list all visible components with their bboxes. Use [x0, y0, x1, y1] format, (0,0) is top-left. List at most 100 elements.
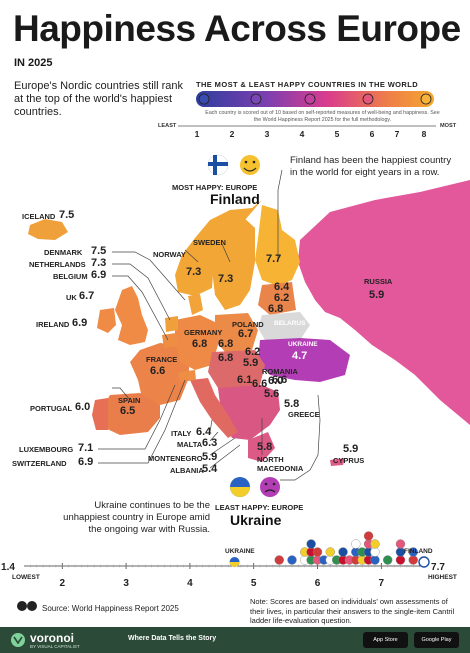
sweden-shape	[212, 214, 255, 310]
axis-country-flag-dot	[274, 555, 284, 565]
ireland-value: 6.9	[72, 317, 88, 329]
axis-flag-cluster	[229, 531, 430, 568]
ukraine-flag-icon	[230, 477, 250, 497]
uk-name: UK	[66, 293, 77, 302]
denmark-shape	[188, 294, 203, 315]
central-europe-shape	[208, 350, 265, 392]
norway-shape	[175, 200, 262, 296]
google-play-button[interactable]: Google Play	[414, 632, 459, 648]
romania-value: 6.0	[268, 375, 284, 387]
most-happy-label: MOST HAPPY: EUROPE	[172, 183, 258, 192]
least-happy-label: LEAST HAPPY: EUROPE	[215, 503, 304, 512]
france-shape	[130, 343, 190, 405]
leader-lines	[98, 169, 321, 481]
note-text: Note: Scores are based on individuals' o…	[250, 597, 455, 625]
germany-name: GERMANY	[184, 328, 223, 337]
axis-country-flag-dot	[363, 531, 374, 541]
legend-most-label: MOST	[440, 123, 457, 129]
axis-high-label: HIGHEST	[428, 574, 457, 581]
ukraine-value: 4.7	[292, 350, 308, 362]
romania-name: ROMANIA	[262, 367, 298, 376]
central-2-value: 6.8	[218, 352, 234, 364]
app-store-button[interactable]: App Store	[363, 632, 408, 648]
axis-tick-label: 6	[314, 578, 321, 589]
france-value: 6.6	[150, 365, 166, 377]
legend-scale-8: 8	[421, 129, 427, 139]
spain-name: SPAIN	[118, 396, 141, 405]
balkan-4-value: 5.6	[264, 388, 280, 400]
denmark-value: 7.5	[91, 245, 107, 257]
most-happy-annotation: Finland has been the happiest country in…	[290, 155, 452, 178]
axis-tick-label: 3	[123, 578, 129, 589]
axis-country-flag-dot	[370, 555, 380, 565]
axis-country-flag-dot	[395, 539, 406, 549]
belgium-name: BELGIUM	[53, 272, 88, 281]
happy-face-icon	[240, 155, 260, 175]
legend-title: THE MOST & LEAST HAPPY COUNTRIES IN THE …	[196, 80, 419, 89]
malta-value: 6.3	[202, 437, 218, 449]
switzerland-shape	[178, 370, 196, 382]
axis-high-value: 7.7	[431, 562, 445, 573]
axis-country-flag-dot	[408, 555, 418, 565]
cyprus-name: CYPRUS	[333, 456, 365, 465]
axis-tick-label: 7	[378, 578, 385, 589]
finland-shape	[255, 205, 300, 286]
montenegro-value: 5.9	[202, 451, 218, 463]
page-subtitle: IN 2025	[14, 57, 53, 69]
axis-low-value: 1.4	[1, 562, 15, 573]
russia-name: RUSSIA	[364, 277, 393, 286]
ukraine-name: UKRAINE	[288, 341, 318, 348]
balkan-1-value: 6.1	[237, 374, 253, 386]
least-happy-country: Ukraine	[230, 512, 282, 528]
sad-face-icon	[260, 477, 280, 497]
norway-value: 7.3	[186, 266, 202, 278]
montenegro-name: MONTENEGRO	[148, 454, 203, 463]
norway-name: NORWAY	[153, 250, 186, 259]
malta-name: MALTA	[177, 440, 203, 449]
greece-name: GREECE	[288, 410, 320, 419]
axis-country-flag-dot	[287, 555, 297, 565]
axis-tick-label: 2	[59, 578, 66, 589]
cyprus-value: 5.9	[343, 443, 359, 455]
footer-brand: voronoi	[30, 631, 74, 645]
axis-country-flag-dot	[338, 547, 348, 557]
spain-value: 6.5	[120, 405, 136, 417]
axis-low-label: LOWEST	[12, 574, 40, 581]
axis-country-flag-dot	[395, 555, 406, 565]
spain-shape	[100, 393, 160, 435]
axis-country-flag-dot	[370, 547, 380, 557]
axis-country-flag-dot	[383, 555, 393, 565]
iceland-name: ICELAND	[22, 212, 56, 221]
italy-value: 6.4	[196, 426, 212, 438]
portugal-shape	[92, 398, 108, 430]
axis-country-flag-dot	[325, 547, 335, 557]
legend-scale-4: 4	[299, 129, 305, 139]
axis-country-flag-dot	[312, 547, 323, 557]
legend-least-label: LEAST	[158, 123, 177, 129]
switzerland-name: SWITZERLAND	[12, 459, 67, 468]
ireland-name: IRELAND	[36, 320, 70, 329]
axis-country-flag-dot	[351, 539, 361, 549]
legend-scale-3: 3	[264, 129, 270, 139]
legend-scale-2: 2	[229, 129, 235, 139]
finland-value: 7.7	[266, 253, 282, 265]
axis-ticks	[30, 563, 427, 569]
finland-flag-icon	[207, 154, 229, 176]
germany-shape	[175, 315, 218, 370]
germany-value: 6.8	[192, 338, 208, 350]
uk-value: 6.7	[79, 290, 95, 302]
russia-shape	[298, 180, 470, 425]
france-name: FRANCE	[146, 355, 178, 364]
source-icon	[17, 601, 37, 611]
axis-tick-label: 4	[187, 578, 193, 589]
italy-name: ITALY	[171, 429, 192, 438]
netherlands-shape	[165, 316, 178, 332]
north-macedonia-name: NORTH MACEDONIA	[257, 455, 304, 473]
legend-scale-6: 6	[369, 129, 375, 139]
axis-ukraine-flag-half	[229, 562, 240, 567]
intro-text: Europe's Nordic countries still rank at …	[14, 80, 184, 118]
most-happy-country: Finland	[210, 191, 260, 207]
iceland-shape	[28, 219, 68, 240]
greece-shape	[248, 432, 275, 462]
page-title: Happiness Across Europe	[13, 8, 461, 49]
